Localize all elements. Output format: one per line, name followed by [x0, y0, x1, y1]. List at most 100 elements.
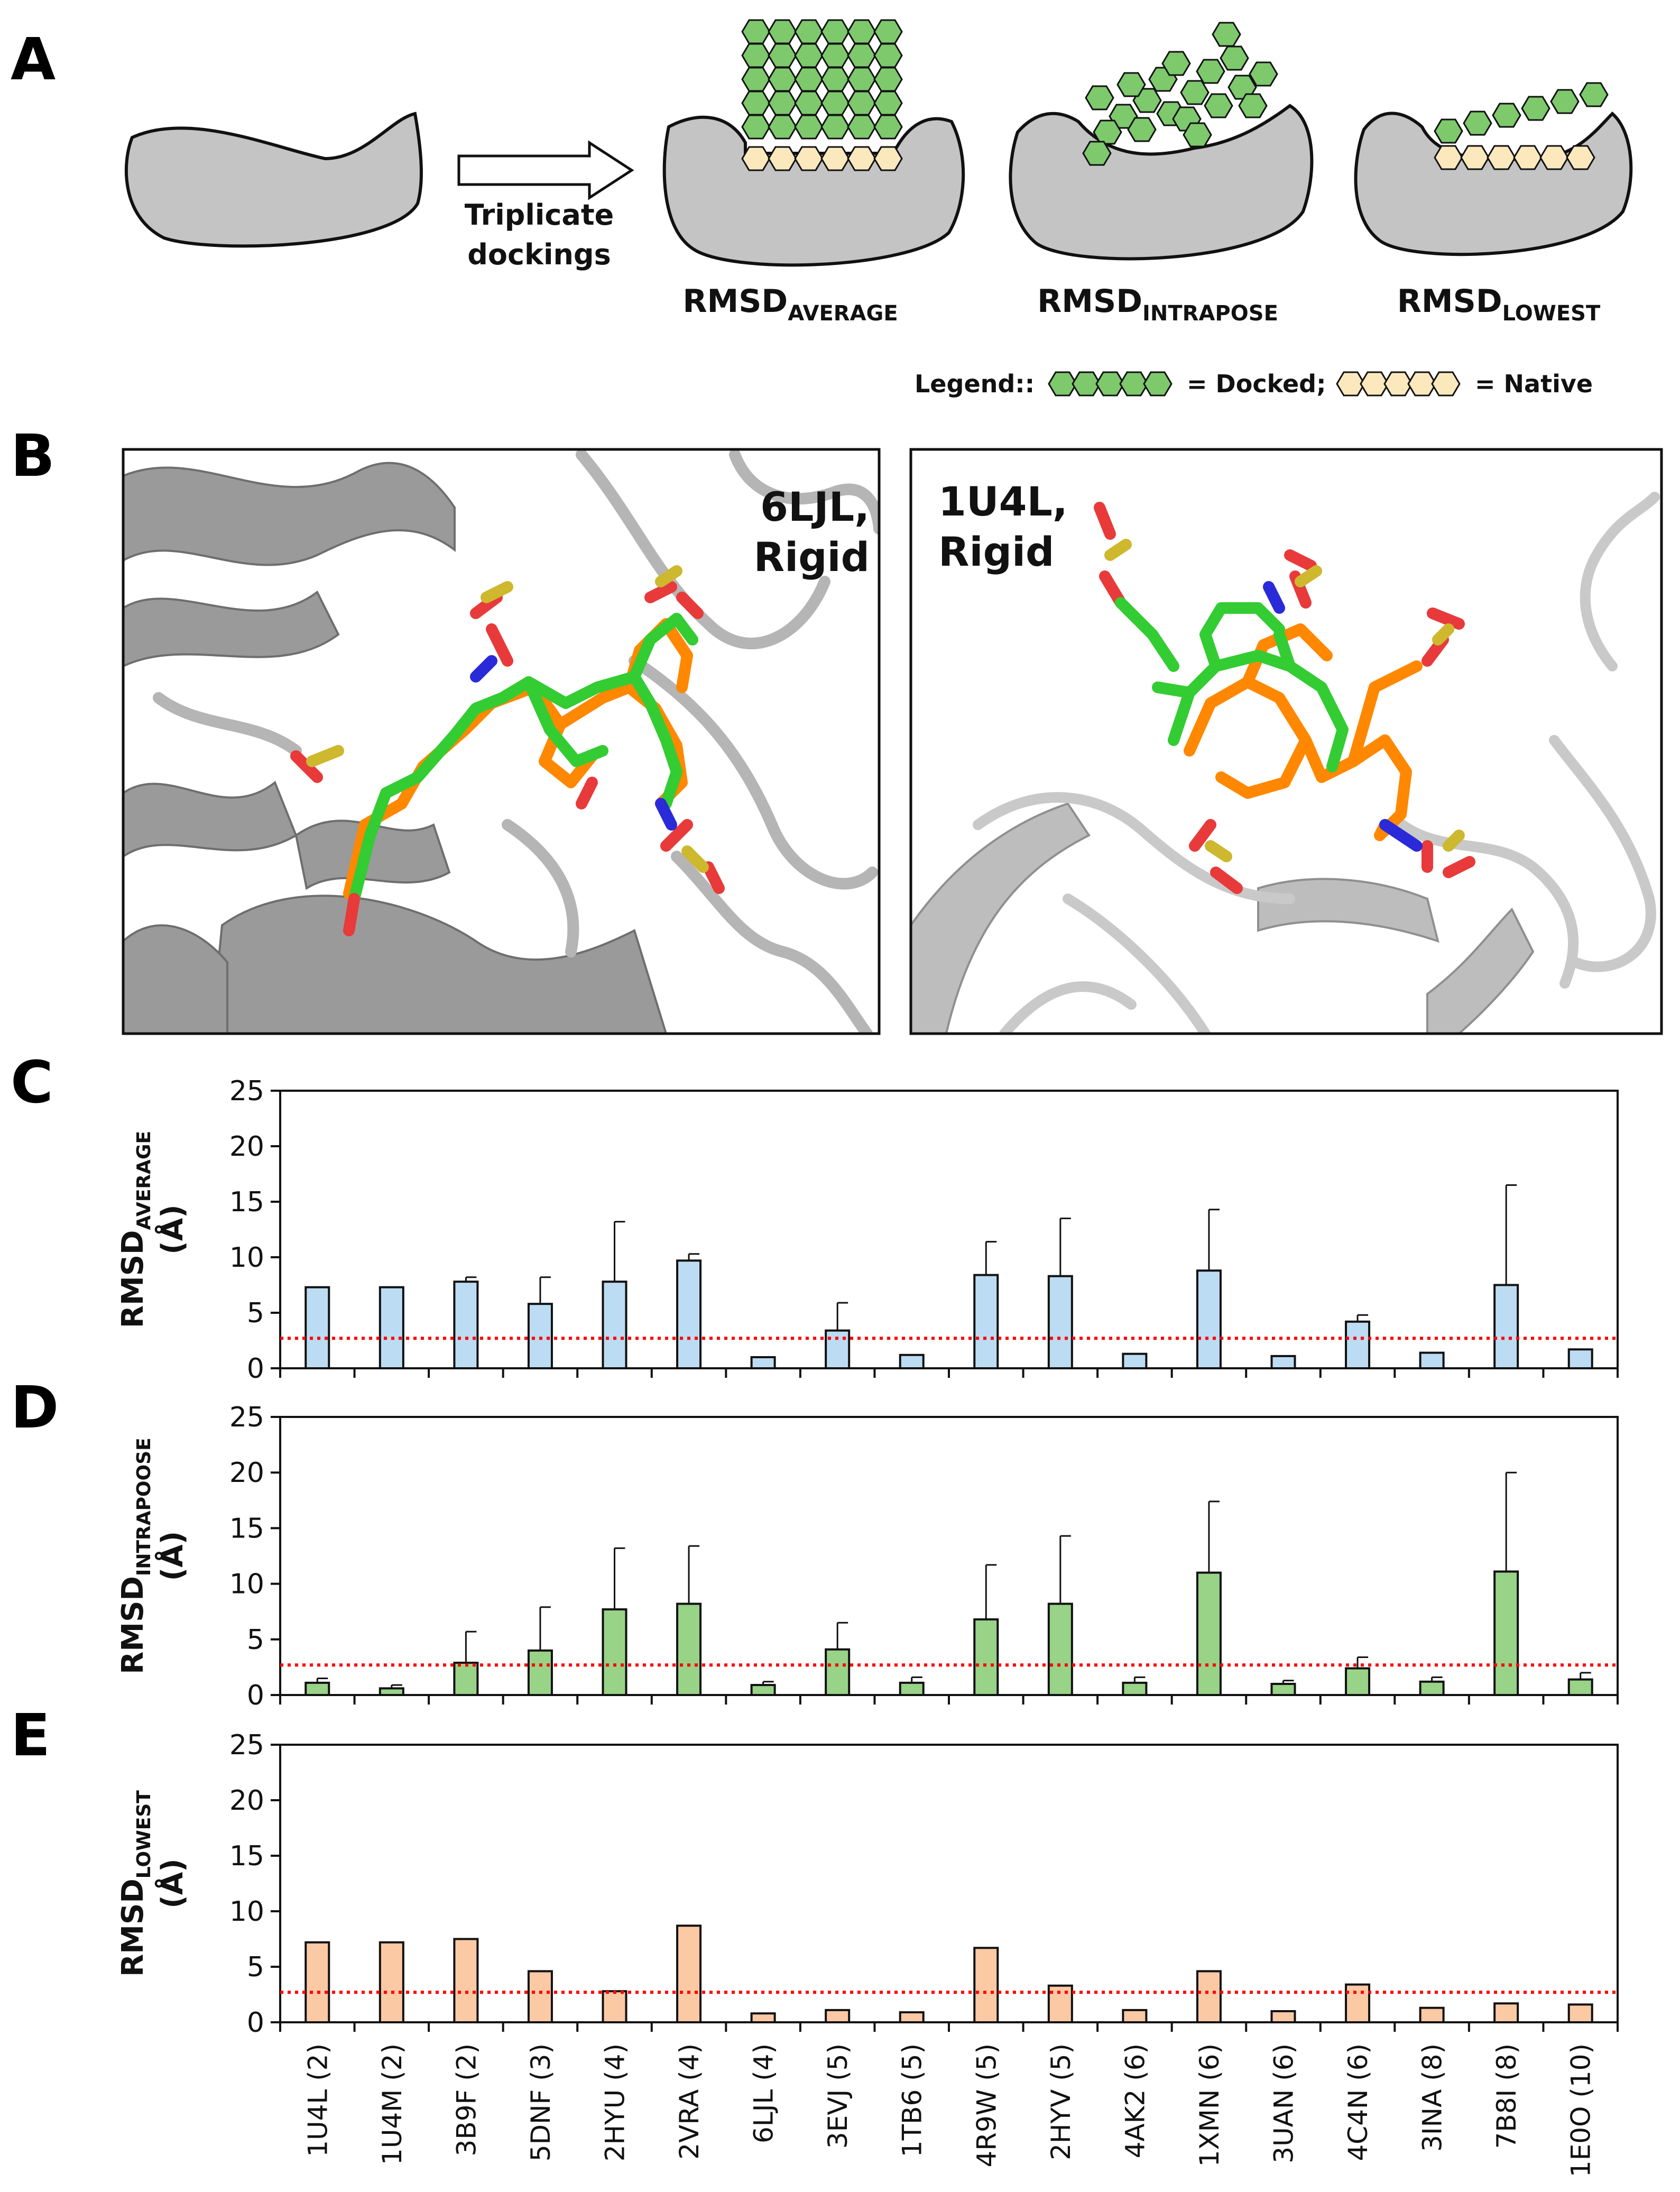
bar-5dnf: [527, 1970, 553, 2023]
plot-frame: [279, 1416, 1619, 1696]
panel-letter-b: B: [11, 422, 55, 490]
bar-3b9f: [453, 1661, 479, 1696]
x-tick-label: 5DNF (3): [525, 2043, 556, 2161]
plot-frame: [279, 1090, 1619, 1369]
x-tick-label: 1U4M (2): [377, 2043, 408, 2165]
y-tick-label: 20: [229, 1785, 264, 1817]
bar-1u4m: [379, 1941, 404, 2024]
bar-4c4n: [1345, 1320, 1371, 1370]
bar-1u4m: [379, 1286, 404, 1369]
y-tick-label: 10: [229, 1242, 264, 1274]
y-tick-label: 25: [229, 1075, 264, 1107]
bar-4r9w: [973, 1618, 999, 1696]
x-tick-label: 2HYU (4): [600, 2043, 631, 2161]
y-tick-label: 5: [247, 1624, 264, 1656]
panel-letter-d: D: [11, 1374, 59, 1441]
panel-b: B: [11, 422, 1663, 1035]
legend-docked-label: = Docked;: [1187, 370, 1326, 398]
y-tick-label: 0: [247, 2007, 264, 2039]
structure-image-1u4l: 1U4L, Rigid: [909, 448, 1663, 1035]
bar-1u4l: [304, 1941, 330, 2024]
protein-average: [662, 115, 965, 267]
x-tick-label: 1TB6 (5): [897, 2043, 928, 2157]
bar-3ina: [1419, 2006, 1445, 2023]
bar-2hyu: [602, 1990, 627, 2023]
bar-1tb6: [899, 1681, 925, 1696]
panel-letter-c: C: [11, 1048, 53, 1116]
bar-3uan: [1270, 2010, 1296, 2023]
bar-4ak2: [1122, 2009, 1148, 2023]
metric-label-lowest: RMSDLOWEST: [1397, 283, 1601, 326]
bar-4ak2: [1122, 1681, 1148, 1696]
chart-rmsd-average: 0 5 10 15 20 25 RMSDAVERAGE (Å): [116, 1075, 1619, 1385]
y-tick-label: 20: [229, 1457, 264, 1489]
x-tick-label: 3UAN (6): [1269, 2043, 1299, 2163]
y-tick-label: 20: [229, 1131, 264, 1163]
bar-1u4l: [304, 1681, 330, 1696]
bar-3evj: [825, 1329, 851, 1370]
y-tick-label: 25: [229, 1729, 264, 1761]
x-tick-label: 1E0O (10): [1566, 2043, 1596, 2177]
legend-title: Legend::: [915, 370, 1035, 398]
x-tick-label: 4R9W (5): [971, 2043, 1002, 2168]
y-tick-label: 5: [247, 1951, 264, 1983]
bar-2vra: [676, 1602, 702, 1696]
bar-3b9f: [453, 1938, 479, 2023]
y-tick-label: 15: [229, 1186, 264, 1218]
bar-4r9w: [973, 1947, 999, 2024]
bar-3ina: [1419, 1351, 1445, 1370]
x-tick-label: 3EVJ (5): [823, 2043, 853, 2149]
bar-1xmn: [1196, 1970, 1222, 2023]
y-axis-unit: (Å): [155, 1531, 190, 1581]
y-tick-label: 15: [229, 1513, 264, 1544]
x-tick-label: 4C4N (6): [1343, 2043, 1373, 2161]
bar-5dnf: [527, 1303, 553, 1369]
protein-lowest: [1354, 111, 1633, 256]
bar-4r9w: [973, 1274, 999, 1370]
bar-1tb6: [899, 1353, 925, 1370]
bar-4ak2: [1122, 1352, 1148, 1369]
legend-native-label: = Native: [1475, 370, 1593, 398]
bar-6ljl: [750, 2012, 776, 2023]
x-tick-label: 3INA (8): [1417, 2043, 1448, 2152]
structure-title-6ljl-line1: 6LJL,: [760, 483, 870, 530]
panel-letter-e: E: [11, 1701, 50, 1769]
structure-image-6ljl: 6LJL, Rigid: [122, 448, 881, 1035]
bar-2hyu: [602, 1281, 627, 1369]
bar-3evj: [825, 1648, 851, 1697]
y-axis-unit: (Å): [155, 1858, 190, 1909]
bar-2hyv: [1047, 1602, 1073, 1696]
docked-stack-average: [741, 19, 903, 140]
bar-1xmn: [1196, 1571, 1222, 1697]
bar-5dnf: [527, 1649, 553, 1697]
chart-rmsd-intrapose: 0 5 10 15 20 25 RMSDINTRAPOOSE (Å): [116, 1402, 1619, 1711]
x-tick-label: 3B9F (2): [451, 2043, 482, 2156]
bar-3evj: [825, 2009, 851, 2023]
arrow-label-line2: dockings: [467, 238, 611, 271]
bar-3ina: [1419, 1680, 1445, 1696]
y-tick-label: 10: [229, 1896, 264, 1928]
bar-1e0o: [1567, 1678, 1593, 1696]
metric-label-average: RMSDAVERAGE: [682, 283, 898, 326]
bar-4c4n: [1345, 1983, 1371, 2024]
chart-rmsd-lowest: 0 5 10 15 20 25 RMSDLOWEST(Å): [116, 1729, 1619, 2039]
bar-2hyv: [1047, 1275, 1073, 1369]
bar-1e0o: [1567, 2003, 1593, 2023]
x-tick-label: 1U4L (2): [302, 2043, 333, 2157]
plot-frame: [279, 1744, 1619, 2023]
y-axis-label: RMSDINTRAPOOSE: [116, 1438, 155, 1674]
structure-title-1u4l-line1: 1U4L,: [938, 478, 1068, 525]
bar-6ljl: [750, 1684, 776, 1696]
bar-4c4n: [1345, 1667, 1371, 1696]
bar-2vra: [676, 1259, 702, 1370]
legend-native-swatch: [1336, 371, 1461, 397]
x-tick-label: 4AK2 (6): [1120, 2043, 1150, 2158]
panel-a: A Triplicate dockings: [11, 19, 1633, 398]
bar-6ljl: [750, 1356, 776, 1369]
bar-1tb6: [899, 2011, 925, 2024]
y-axis-label: RMSDLOWEST: [116, 1790, 155, 1977]
bar-3uan: [1270, 1682, 1296, 1696]
y-tick-label: 0: [247, 1680, 264, 1711]
metric-label-intrapose: RMSDINTRAPOSE: [1037, 283, 1278, 326]
y-tick-label: 25: [229, 1402, 264, 1433]
